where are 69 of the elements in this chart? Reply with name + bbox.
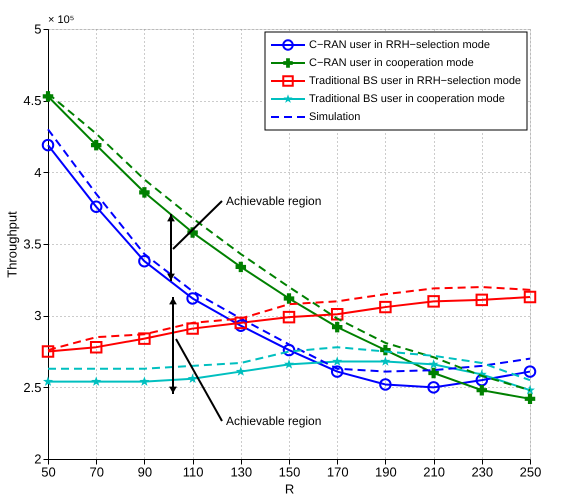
- point: [284, 359, 294, 369]
- annotation: Achievable region: [226, 414, 322, 428]
- point: [332, 322, 342, 332]
- point: [427, 381, 440, 394]
- x-tick-label: 250: [520, 464, 542, 480]
- x-tick-label: 70: [89, 464, 104, 480]
- text: × 10⁵: [48, 14, 74, 26]
- point: [42, 138, 54, 152]
- legend-label: Traditional BS user in cooperation mode: [309, 93, 505, 105]
- y-tick-label: 3.5: [23, 236, 42, 252]
- point: [138, 254, 151, 268]
- point: [282, 344, 296, 356]
- y-tick-label: 4: [34, 164, 42, 180]
- annotation: Achievable region: [226, 194, 322, 208]
- point: [524, 290, 536, 304]
- point: [282, 310, 296, 324]
- y-tick-label: 2: [34, 452, 42, 466]
- y-axis-title: Throughput: [4, 210, 20, 278]
- x-tick-label: 230: [471, 464, 494, 480]
- y-tick-label: 3: [34, 308, 42, 324]
- point: [186, 292, 199, 305]
- point: [476, 294, 488, 306]
- x-tick-label: 110: [182, 464, 204, 480]
- point: [330, 308, 344, 320]
- point: [284, 293, 294, 304]
- point: [379, 378, 392, 391]
- point: [427, 295, 440, 308]
- legend-label: C−RAN user in RRH−selection mode: [309, 39, 490, 51]
- point: [476, 384, 488, 396]
- point: [90, 140, 102, 150]
- x-tick-label: 170: [326, 464, 349, 480]
- point: [91, 376, 102, 386]
- point: [234, 319, 248, 332]
- point: [525, 384, 535, 394]
- point: [236, 262, 246, 272]
- x-tick-label: 90: [138, 464, 152, 480]
- x-axis-title: R: [284, 482, 294, 495]
- line-series: [47, 346, 531, 382]
- point: [428, 368, 439, 378]
- point: [380, 356, 390, 366]
- point: [90, 200, 102, 213]
- x-tick-label: 210: [423, 464, 445, 480]
- point: [188, 373, 198, 383]
- point: [42, 345, 54, 358]
- y-tick-label: 5: [34, 22, 42, 36]
- point: [332, 356, 342, 366]
- point: [428, 359, 439, 369]
- point: [90, 340, 102, 354]
- x-tick-label: 50: [41, 464, 56, 480]
- x-tick-label: 150: [278, 464, 300, 480]
- point: [139, 376, 150, 386]
- point: [234, 316, 248, 330]
- point: [236, 366, 246, 376]
- point: [524, 365, 536, 378]
- point: [139, 187, 150, 198]
- x-tick-label: 190: [375, 464, 397, 480]
- point: [138, 332, 151, 345]
- legend-label: Traditional BS user in RRH−selection mode: [309, 75, 522, 87]
- y-tick-label: 4.5: [23, 93, 42, 108]
- legend-label: C−RAN user in cooperation mode: [309, 57, 474, 69]
- point: [330, 365, 344, 378]
- point: [379, 300, 392, 314]
- legend-label: Simulation: [309, 111, 360, 123]
- x-tick-label: 130: [230, 464, 252, 480]
- y-tick-label: 2.5: [23, 380, 42, 395]
- point: [476, 374, 488, 386]
- point: [43, 376, 53, 386]
- point: [524, 394, 536, 404]
- point: [186, 322, 199, 335]
